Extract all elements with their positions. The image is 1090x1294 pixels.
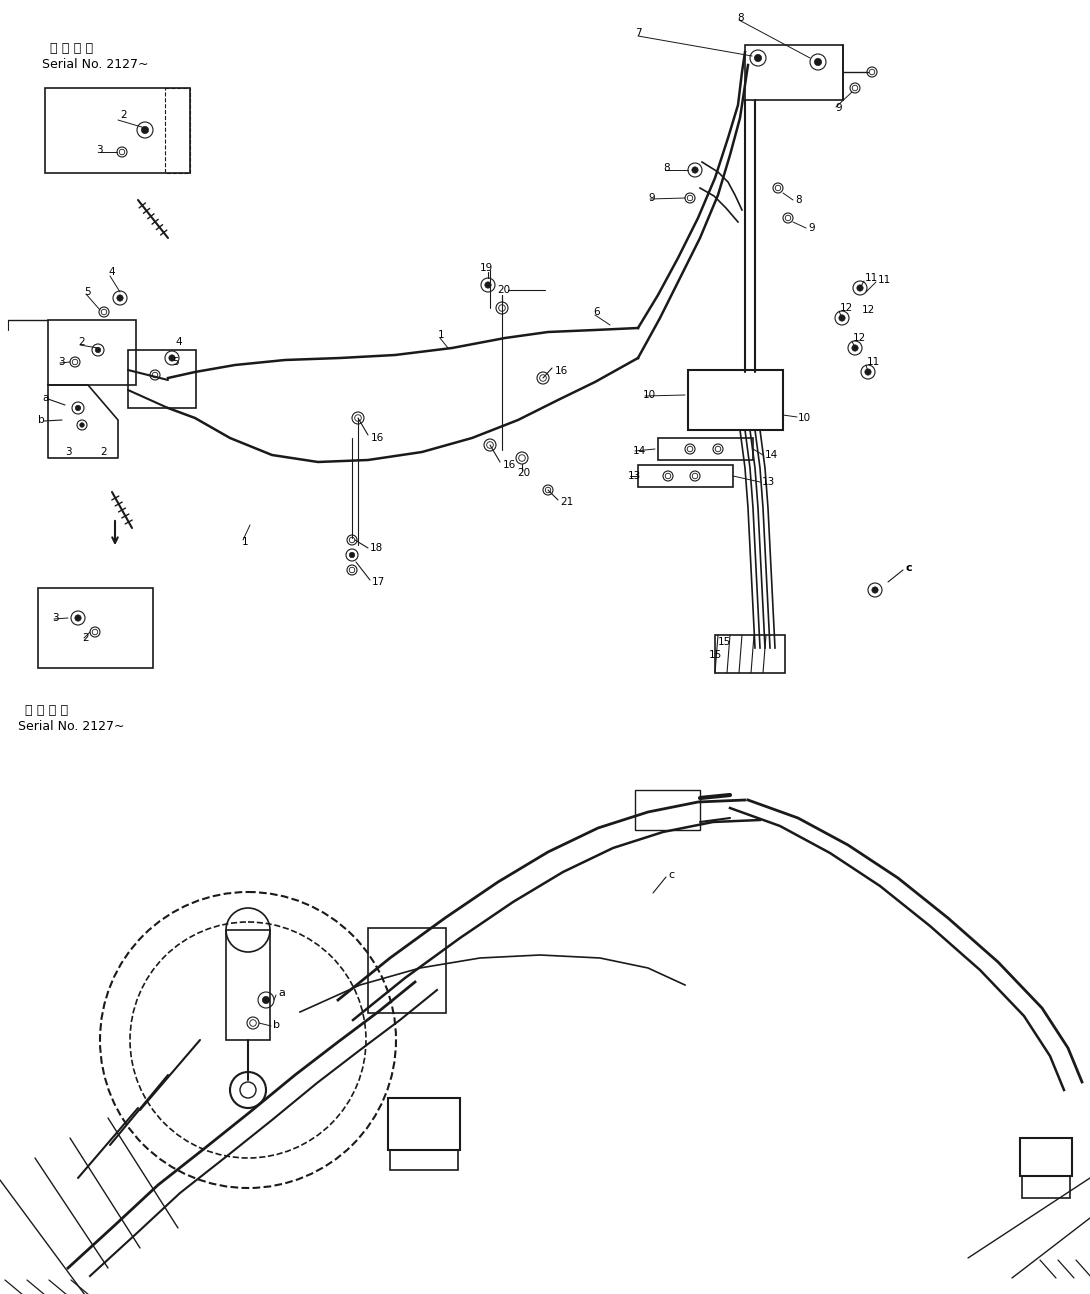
Text: 3: 3 [52,613,59,622]
Bar [368,928,446,1013]
Text: 2: 2 [100,446,107,457]
Text: 19: 19 [480,263,494,273]
Circle shape [75,615,81,621]
Text: 1: 1 [438,330,445,340]
Text: 10: 10 [798,413,811,423]
Text: 5: 5 [84,287,90,298]
Text: 3: 3 [58,357,64,367]
Bar [45,88,190,173]
Text: 18: 18 [370,543,384,553]
Text: 適 用 号 機: 適 用 号 機 [50,41,93,54]
Text: 8: 8 [795,195,801,204]
Text: b: b [272,1020,280,1030]
Text: 10: 10 [643,389,656,400]
Text: 9: 9 [647,193,655,203]
Circle shape [142,127,148,133]
Bar [388,1099,460,1150]
Circle shape [75,405,81,410]
Text: 12: 12 [840,303,853,313]
Bar [165,88,190,173]
Circle shape [814,58,822,66]
Bar [226,930,270,1040]
Text: 5: 5 [172,357,179,367]
Text: 12: 12 [862,305,875,314]
Circle shape [754,54,762,62]
Text: 16: 16 [555,366,568,377]
Circle shape [692,167,699,173]
Text: Serial No. 2127~: Serial No. 2127~ [43,58,148,71]
Text: 2: 2 [78,336,85,347]
Circle shape [872,587,879,593]
Text: 15: 15 [718,637,731,647]
Bar [390,1150,458,1170]
Text: 4: 4 [108,267,114,277]
Text: a: a [278,989,284,998]
Text: 1: 1 [242,537,249,547]
Bar [635,791,700,829]
Circle shape [349,553,354,558]
Circle shape [95,347,100,353]
Bar [1020,1137,1071,1176]
Bar [48,320,136,386]
Circle shape [485,282,492,289]
Text: 14: 14 [765,450,778,459]
Text: 8: 8 [737,13,743,23]
Text: 15: 15 [708,650,722,660]
Text: 3: 3 [96,145,102,155]
Text: 11: 11 [865,273,879,283]
Text: 20: 20 [517,468,530,477]
Text: 20: 20 [497,285,510,295]
Text: 9: 9 [835,104,841,113]
Bar [658,437,753,459]
Bar [688,370,783,430]
Text: 13: 13 [762,477,775,487]
Text: a: a [43,393,48,402]
Bar [1022,1176,1070,1198]
Text: 3: 3 [65,446,72,457]
Circle shape [864,369,871,375]
Text: Serial No. 2127~: Serial No. 2127~ [19,721,124,734]
Text: 9: 9 [808,223,814,233]
Text: 21: 21 [560,497,573,507]
Text: c: c [905,563,911,573]
Circle shape [80,423,84,427]
Bar [715,635,785,673]
Text: c: c [668,870,674,880]
Bar [128,349,196,408]
Text: 16: 16 [371,433,385,443]
Text: 6: 6 [593,307,600,317]
Bar [638,465,732,487]
Text: 4: 4 [175,336,182,347]
Circle shape [117,295,123,302]
Text: 12: 12 [853,333,867,343]
Text: 7: 7 [635,28,642,38]
Text: 13: 13 [628,471,641,481]
Text: 適 用 号 機: 適 用 号 機 [25,704,68,717]
Circle shape [839,314,845,321]
Text: 2: 2 [82,633,88,643]
Text: 17: 17 [372,577,385,587]
Text: 11: 11 [867,357,881,367]
Circle shape [263,996,269,1004]
Circle shape [169,355,175,361]
Circle shape [857,285,863,291]
Bar [744,45,843,100]
Text: 2: 2 [120,110,126,120]
Text: 14: 14 [633,446,646,455]
Text: 16: 16 [502,459,517,470]
Text: 8: 8 [663,163,669,173]
Text: b: b [38,415,45,424]
Text: 11: 11 [879,276,892,285]
Circle shape [852,344,858,351]
Bar [38,587,153,668]
